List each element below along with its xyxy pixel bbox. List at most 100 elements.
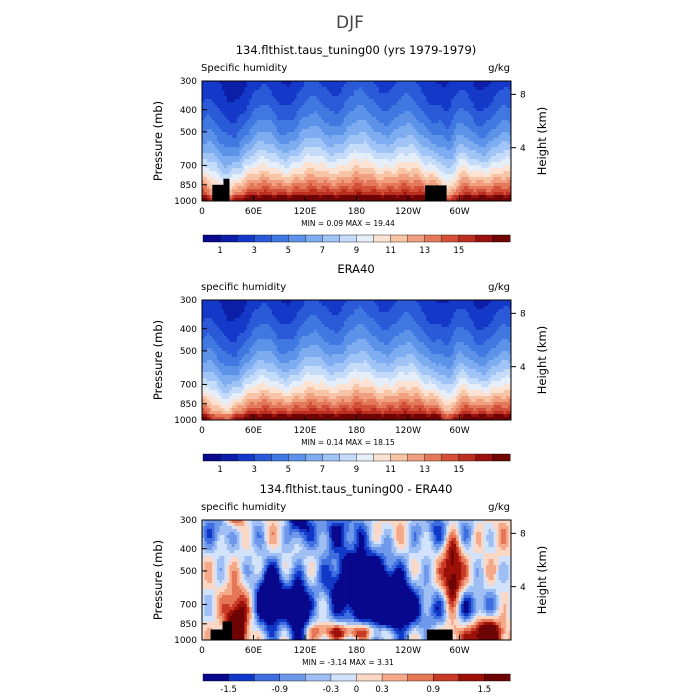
field-cell [416,87,420,91]
field-cell [266,186,270,190]
field-cell [371,132,375,136]
field-cell [314,108,317,112]
field-cell [368,96,372,100]
field-cell [453,183,457,187]
field-cell [214,114,218,118]
field-cell [256,177,260,181]
field-cell [378,153,382,157]
field-cell [274,81,278,85]
field-cell [391,153,395,157]
field-cell [234,102,238,106]
field-cell [373,87,377,91]
field-cell [406,189,410,193]
field-cell [339,138,342,142]
field-cell [264,114,268,118]
field-cell [483,189,487,193]
field-cell [456,96,460,100]
field-cell [383,120,387,124]
field-cell [266,192,270,196]
field-cell [229,189,233,193]
field-cell [344,90,347,94]
field-cell [406,147,410,151]
field-cell [256,141,260,145]
field-cell [249,171,253,175]
field-cell [284,144,288,148]
field-cell [381,144,385,148]
field-cell [291,198,295,202]
field-cell [354,195,357,199]
field-cell [481,126,484,130]
field-cell [291,90,295,94]
field-cell [279,96,283,100]
field-cell [386,141,390,145]
field-cell [321,132,325,136]
field-cell [486,174,489,178]
field-cell [211,156,215,160]
field-cell [266,120,270,124]
field-cell [331,90,335,94]
field-cell [249,108,253,112]
field-cell [202,162,205,166]
field-cell [383,186,387,190]
field-cell [329,165,332,169]
field-cell [378,129,382,133]
field-cell [441,177,445,181]
field-cell [351,141,355,145]
field-cell [354,147,357,151]
field-cell [386,129,390,133]
field-cell [423,114,427,118]
field-cell [269,123,273,127]
field-cell [383,102,387,106]
field-cell [279,153,283,157]
field-cell [324,81,327,85]
field-cell [473,177,477,181]
field-cell [216,108,220,112]
field-cell [431,135,435,139]
field-cell [491,108,494,112]
field-cell [286,159,290,163]
field-cell [393,132,397,136]
field-cell [393,90,397,94]
field-cell [416,126,420,130]
field-cell [324,93,327,97]
field-cell [216,111,220,115]
field-cell [408,96,412,100]
field-cell [453,144,457,148]
field-cell [373,93,377,97]
field-cell [506,87,509,91]
field-cell [346,198,350,202]
field-cell [296,84,300,88]
field-cell [406,99,410,103]
field-cell [503,87,507,91]
field-cell [428,81,432,85]
field-cell [441,93,445,97]
field-cell [309,90,312,94]
field-cell [373,105,377,109]
field-cell [261,138,265,142]
field-cell [226,147,230,151]
field-cell [441,99,445,103]
field-cell [301,96,305,100]
field-cell [408,141,412,145]
field-cell [476,111,479,115]
field-cell [378,195,382,199]
field-cell [274,117,278,121]
field-cell [386,126,390,130]
field-cell [421,99,425,103]
field-cell [274,174,278,178]
field-cell [249,189,253,193]
field-cell [274,99,278,103]
field-cell [421,150,425,154]
field-cell [356,102,360,106]
field-cell [448,132,452,136]
field-cell [481,120,484,124]
field-cell [241,135,245,139]
field-cell [503,84,507,88]
field-cell [368,165,372,169]
field-cell [421,165,425,169]
field-cell [393,150,397,154]
field-cell [289,96,293,100]
field-cell [491,141,494,145]
field-cell [403,174,407,178]
field-cell [229,144,233,148]
